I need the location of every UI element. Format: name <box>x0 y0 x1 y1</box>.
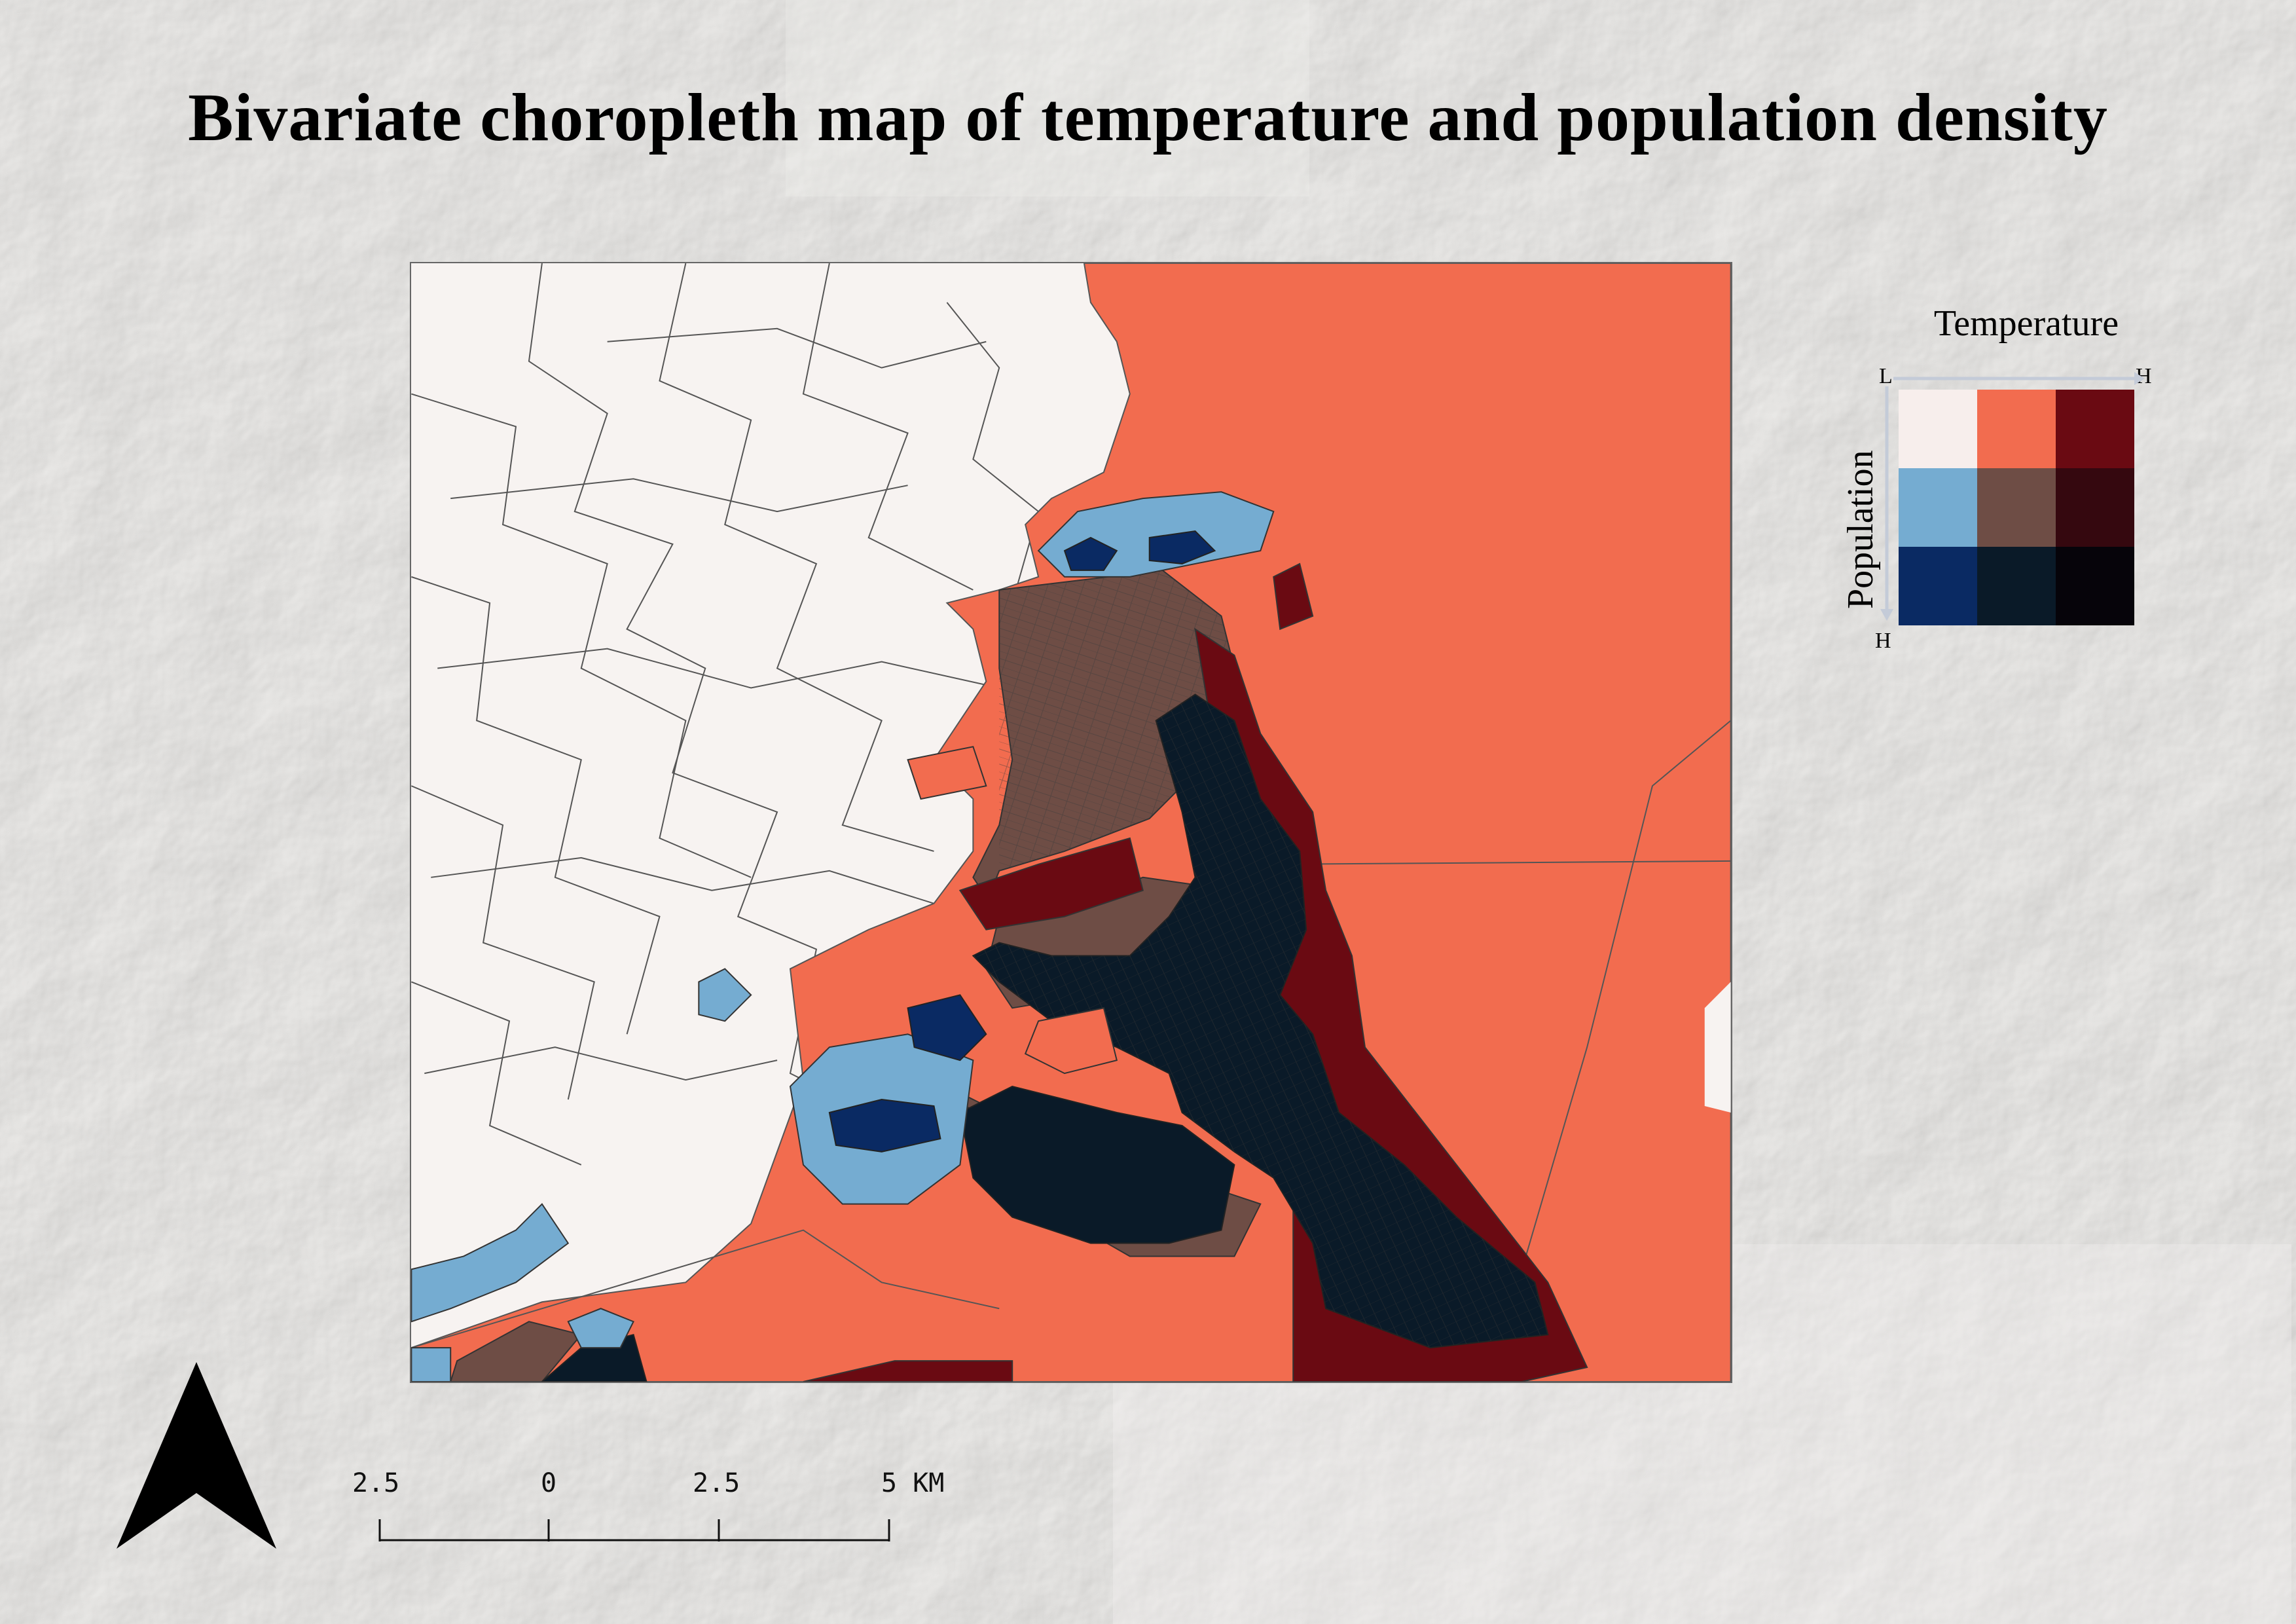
legend-cell-r2-c0 <box>1899 547 1977 625</box>
high-temp-low-pop-zone <box>958 837 1144 931</box>
legend-cell-r1-c0 <box>1899 468 1977 547</box>
low-temp-high-pop-zone <box>1148 530 1216 564</box>
legend-axis-arrows <box>1880 372 2145 621</box>
scale-bar <box>378 1519 890 1541</box>
legend-cell-r0-c2 <box>2056 390 2134 468</box>
legend-cell-r1-c2 <box>2056 468 2134 547</box>
scale-label-end: 5 KM <box>881 1468 945 1498</box>
low-temp-mid-pop-zone <box>567 1308 634 1349</box>
inland-lake <box>1024 1007 1118 1075</box>
legend-x-title: Temperature <box>1933 303 2119 344</box>
choropleth-map[interactable] <box>411 263 1731 1382</box>
sea-boundary <box>1488 720 1731 1382</box>
sea-boundary <box>411 1229 1000 1349</box>
mid-temp-mid-pop-zone <box>450 1321 583 1382</box>
low-temp-high-pop-zone <box>907 994 987 1061</box>
scale-label-zero: 0 <box>541 1468 557 1498</box>
island <box>1704 982 1731 1113</box>
high-temp-high-pop-zone <box>959 1085 1235 1244</box>
legend-cell-r0-c0 <box>1899 390 1977 468</box>
legend-cell-r1-c1 <box>1977 468 2056 547</box>
inlet <box>907 746 987 800</box>
legend-y-high-label: H <box>1875 629 1891 653</box>
high-temp-low-pop-zone <box>1273 563 1314 631</box>
map-frame[interactable] <box>410 262 1732 1383</box>
scale-label-mid: 2.5 <box>693 1468 740 1498</box>
legend-cell-r2-c2 <box>2056 547 2134 625</box>
legend-cell-r2-c1 <box>1977 547 2056 625</box>
low-temp-mid-pop-zone <box>698 968 752 1022</box>
sea-boundary <box>1280 860 1731 865</box>
legend-x-low-label: L <box>1879 364 1893 388</box>
bivariate-legend-grid <box>1899 390 2134 625</box>
parcel-texture <box>999 570 1248 871</box>
high-temp-low-pop-zone <box>803 1360 1013 1382</box>
low-temp-mid-pop-zone <box>411 1203 570 1323</box>
parcel-texture <box>973 694 1548 1348</box>
low-temp-mid-pop-zone <box>411 1347 452 1382</box>
legend-cell-r0-c1 <box>1977 390 2056 468</box>
low-temp-high-pop-zone <box>828 1098 941 1153</box>
north-arrow-icon <box>117 1362 276 1549</box>
low-temp-high-pop-zone <box>1063 536 1118 571</box>
scale-label-left: 2.5 <box>352 1468 400 1498</box>
map-title: Bivariate choropleth map of temperature … <box>188 80 2108 155</box>
